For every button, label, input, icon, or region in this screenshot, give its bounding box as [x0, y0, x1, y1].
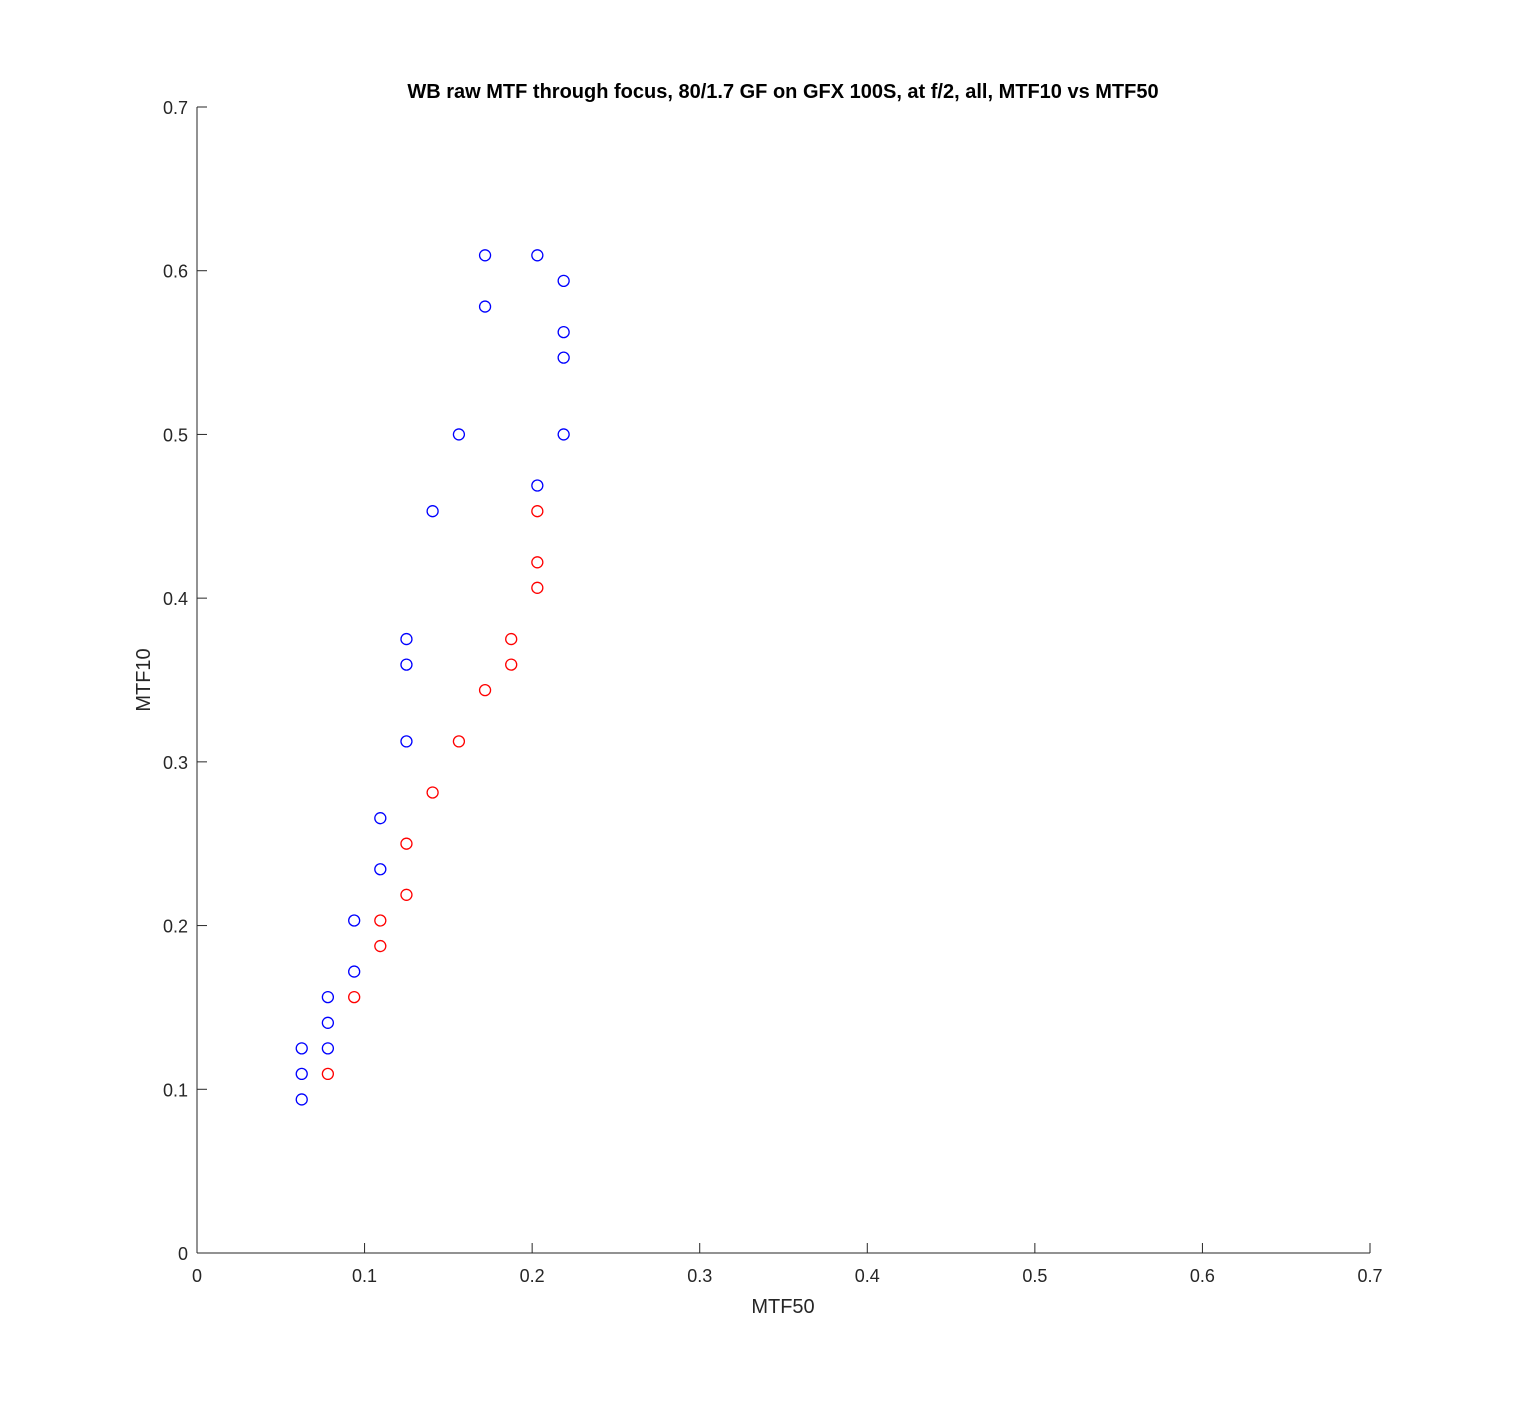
data-point: [295, 1042, 308, 1055]
x-axis-ticks: 0 0.1 0.2 0.3 0.4 0.5 0.6 0.7: [192, 1243, 1383, 1286]
y-tick-label: 0: [178, 1244, 188, 1264]
data-point: [348, 965, 361, 978]
data-point: [400, 632, 413, 646]
axes: [196, 107, 1370, 1254]
data-point: [374, 939, 387, 953]
data-point: [295, 1067, 308, 1081]
data-point: [478, 684, 492, 697]
x-tick-label: 0.7: [1357, 1266, 1382, 1286]
data-point: [374, 863, 387, 876]
data-point: [505, 632, 518, 646]
data-point: [531, 556, 544, 569]
data-point: [321, 1067, 335, 1081]
data-point: [557, 325, 570, 339]
y-tick-label: 0.7: [163, 98, 188, 118]
data-point: [426, 505, 439, 518]
data-point: [531, 505, 544, 518]
data-point: [478, 249, 492, 262]
x-tick-label: 0.6: [1190, 1266, 1215, 1286]
data-points: [295, 249, 570, 1106]
data-point: [531, 581, 544, 594]
data-point: [531, 249, 544, 262]
data-point: [557, 351, 570, 364]
y-axis-label: MTF10: [133, 648, 155, 711]
data-point: [557, 428, 570, 441]
y-tick-label: 0.6: [163, 262, 188, 282]
y-tick-label: 0.3: [163, 753, 188, 773]
chart-title: WB raw MTF through focus, 80/1.7 GF on G…: [407, 81, 1158, 103]
data-point: [400, 837, 413, 850]
data-point: [557, 274, 570, 288]
data-point: [321, 990, 335, 1004]
data-point: [348, 990, 361, 1004]
y-axis-ticks: 0 0.1 0.2 0.3 0.4 0.5 0.6 0.7: [163, 98, 207, 1264]
data-point: [321, 1042, 335, 1055]
x-tick-label: 0.4: [855, 1266, 880, 1286]
data-point: [374, 914, 387, 927]
data-point: [452, 428, 466, 441]
data-point: [321, 1016, 335, 1029]
y-tick-label: 0.5: [163, 425, 188, 445]
x-tick-label: 0: [192, 1266, 202, 1286]
x-tick-label: 0.1: [352, 1266, 377, 1286]
x-tick-label: 0.5: [1022, 1266, 1047, 1286]
x-tick-label: 0.2: [520, 1266, 545, 1286]
x-axis-label: MTF50: [751, 1296, 814, 1318]
data-point: [374, 812, 387, 825]
x-tick-label: 0.3: [687, 1266, 712, 1286]
data-point: [478, 300, 492, 313]
data-point: [400, 658, 413, 671]
data-point: [505, 658, 518, 671]
data-point: [426, 786, 439, 799]
data-point: [531, 479, 544, 492]
y-tick-label: 0.4: [163, 589, 188, 609]
data-point: [400, 735, 413, 748]
data-point: [400, 888, 413, 901]
data-point: [452, 735, 466, 748]
data-point: [295, 1093, 308, 1106]
data-point: [348, 914, 361, 927]
y-tick-label: 0.1: [163, 1080, 188, 1100]
y-tick-label: 0.2: [163, 917, 188, 937]
